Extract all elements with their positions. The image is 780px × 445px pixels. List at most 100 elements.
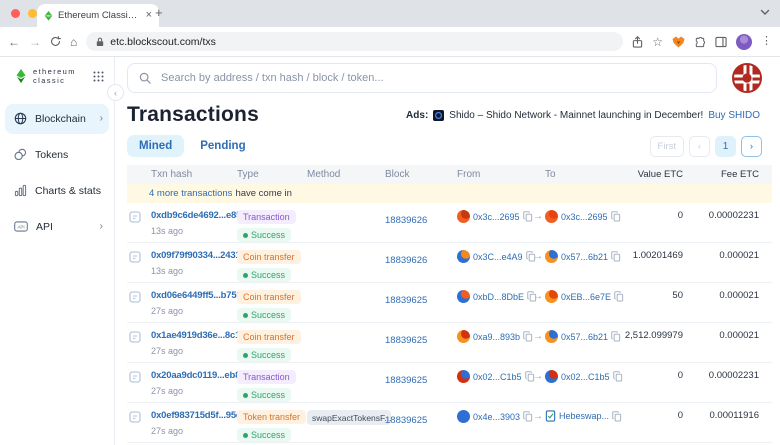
pagination-first-button[interactable]: First — [650, 136, 684, 157]
tab-pending[interactable]: Pending — [188, 135, 257, 157]
from-address-link[interactable]: 0x3c...2695 — [473, 212, 520, 222]
value-cell: 0 — [619, 210, 683, 221]
reload-icon[interactable] — [50, 36, 61, 47]
page-title: Transactions — [127, 103, 259, 127]
minimize-window-button[interactable] — [28, 9, 37, 18]
close-window-button[interactable] — [11, 9, 20, 18]
sidebar-item-charts-stats[interactable]: Charts & stats — [5, 176, 109, 206]
to-avatar — [545, 290, 558, 303]
table-row: 0x20aa9dc0119...eb87 27s ago Transaction… — [127, 363, 772, 403]
extensions-puzzle-icon[interactable] — [694, 36, 706, 48]
share-icon[interactable] — [632, 36, 643, 48]
address-bar[interactable]: etc.blockscout.com/txs — [86, 32, 623, 51]
chevron-right-icon: › — [100, 221, 103, 232]
back-icon[interactable]: ← — [8, 36, 20, 48]
pagination: First ‹ 1 › — [650, 136, 762, 157]
bookmark-star-icon[interactable]: ☆ — [652, 36, 663, 48]
th-value-etc[interactable]: Value ETC — [619, 169, 683, 180]
browser-tab[interactable]: Ethereum Classic transactions × — [37, 4, 159, 27]
sidebar: ethereum classic — [0, 57, 115, 445]
transaction-doc-icon — [129, 291, 141, 303]
block-link[interactable]: 18839625 — [385, 415, 427, 426]
status-label: Success — [251, 430, 285, 440]
new-tab-button[interactable]: + — [155, 5, 163, 20]
pagination-prev-button[interactable]: ‹ — [689, 136, 710, 157]
txn-hash-link[interactable]: 0x1ae4919d36e...8c19 — [151, 330, 237, 341]
th-txn-hash: Txn hash — [151, 169, 237, 180]
sidebar-item-api[interactable]: API API › — [5, 212, 109, 242]
ads-link[interactable]: Buy SHIDO — [708, 110, 760, 121]
status-dot — [243, 233, 248, 238]
to-address-link[interactable]: 0x02...C1b5 — [561, 372, 610, 382]
bar-chart-icon — [14, 184, 27, 197]
block-link[interactable]: 18839626 — [385, 215, 427, 226]
sidebar-item-blockchain[interactable]: Blockchain › — [5, 104, 109, 134]
tab-close-icon[interactable]: × — [146, 10, 152, 21]
txn-hash-link[interactable]: 0xdb9c6de4692...e856 — [151, 210, 237, 221]
apps-grid-icon[interactable] — [93, 71, 104, 82]
txn-hash-link[interactable]: 0xd06e6449ff5...b759 — [151, 290, 237, 301]
browser-actions: ☆ ⋮ — [632, 34, 772, 50]
table-row: 0x0ef983715d5f...95cf 27s ago Token tran… — [127, 403, 772, 443]
transactions-table: Txn hash Type Method Block From To Value… — [127, 165, 772, 445]
from-address-link[interactable]: 0x4e...3903 — [473, 412, 520, 422]
from-avatar — [457, 210, 470, 223]
fee-cell: 0.00002231 — [683, 210, 771, 221]
sidebar-collapse-button[interactable]: ‹ — [107, 84, 124, 101]
logo-text[interactable]: ethereum classic — [33, 67, 87, 86]
tab-title: Ethereum Classic transactions — [58, 10, 141, 21]
from-address-link[interactable]: 0x02...C1b5 — [473, 372, 522, 382]
type-tag: Token transfer — [237, 410, 306, 424]
sidebar-item-label: API — [36, 221, 92, 233]
forward-icon[interactable]: → — [29, 36, 41, 48]
to-address-link[interactable]: Hebeswap... — [559, 411, 609, 421]
status-tag: Success — [237, 348, 291, 362]
to-address-link[interactable]: 0x3c...2695 — [561, 212, 608, 222]
pagination-next-button[interactable]: › — [741, 136, 762, 157]
to-avatar — [545, 250, 558, 263]
arrow-right-icon: → — [531, 250, 545, 263]
chevron-down-icon[interactable] — [760, 9, 770, 16]
to-address-link[interactable]: 0xEB...6e7E — [561, 292, 611, 302]
block-link[interactable]: 18839626 — [385, 255, 427, 266]
metamask-icon[interactable] — [672, 36, 685, 48]
arrow-right-icon: → — [531, 290, 545, 303]
browser-profile-avatar[interactable] — [736, 34, 752, 50]
status-dot — [243, 433, 248, 438]
from-address-link[interactable]: 0xa9...893b — [473, 332, 520, 342]
to-address-link[interactable]: 0x57...6b21 — [561, 332, 608, 342]
tx-rows: 0xdb9c6de4692...e856 13s ago Transaction… — [127, 203, 772, 445]
side-panel-icon[interactable] — [715, 36, 727, 48]
status-dot — [243, 353, 248, 358]
th-fee-etc[interactable]: Fee ETC — [683, 169, 771, 180]
new-transactions-link[interactable]: 4 more transactions — [149, 188, 232, 199]
to-address-link[interactable]: 0x57...6b21 — [561, 252, 608, 262]
sidebar-item-tokens[interactable]: Tokens — [5, 140, 109, 170]
th-type: Type — [237, 169, 307, 180]
block-link[interactable]: 18839625 — [385, 375, 427, 386]
tab-mined[interactable]: Mined — [127, 135, 184, 157]
table-row: 0x1ae4919d36e...8c19 27s ago Coin transf… — [127, 323, 772, 363]
chevron-right-icon: › — [100, 113, 103, 124]
from-address-link[interactable]: 0xbD...8DbE — [473, 292, 524, 302]
th-to: To — [545, 169, 556, 180]
txn-hash-link[interactable]: 0x09f79f90334...2431 — [151, 250, 237, 261]
browser-tab-strip: Ethereum Classic transactions × + — [0, 0, 780, 27]
shido-icon — [433, 110, 444, 121]
home-icon[interactable]: ⌂ — [70, 36, 77, 48]
globe-icon — [14, 112, 27, 125]
browser-menu-icon[interactable]: ⋮ — [761, 36, 772, 47]
block-link[interactable]: 18839625 — [385, 295, 427, 306]
search-bar[interactable] — [127, 63, 717, 93]
url-text: etc.blockscout.com/txs — [110, 36, 216, 48]
status-tag: Success — [237, 308, 291, 322]
value-cell: 2,512.099979 — [619, 330, 683, 341]
from-address-link[interactable]: 0x3C...e4A9 — [473, 252, 523, 262]
txn-hash-link[interactable]: 0x0ef983715d5f...95cf — [151, 410, 237, 421]
network-logo[interactable] — [732, 63, 762, 93]
fee-cell: 0.000021 — [683, 250, 771, 261]
table-row: 0xd06e6449ff5...b759 27s ago Coin transf… — [127, 283, 772, 323]
block-link[interactable]: 18839625 — [385, 335, 427, 346]
txn-hash-link[interactable]: 0x20aa9dc0119...eb87 — [151, 370, 237, 381]
search-input[interactable] — [159, 71, 705, 85]
